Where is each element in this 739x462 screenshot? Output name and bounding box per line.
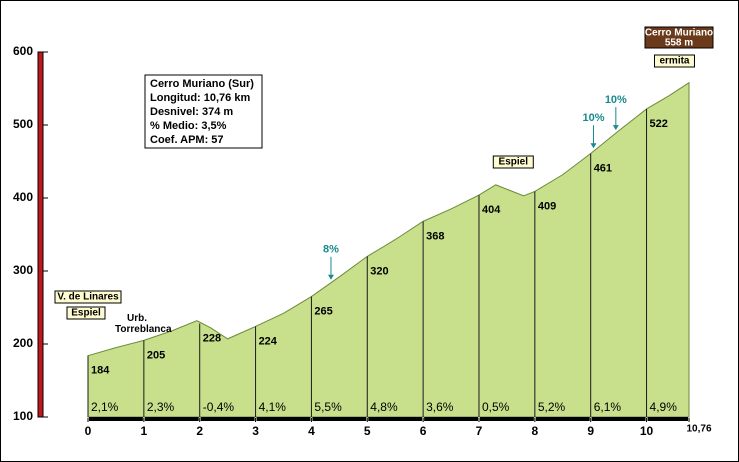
gradient-label: 5,2% [538, 400, 566, 414]
place-label: Espiel [71, 308, 101, 319]
x-tick-label: 10 [640, 424, 654, 438]
gradient-label: 2,1% [91, 400, 119, 414]
y-tick-label: 400 [13, 190, 33, 204]
km-bar [591, 417, 646, 421]
km-bar [200, 417, 255, 421]
x-tick-label: 9 [587, 424, 594, 438]
elevation-label: 228 [203, 332, 221, 344]
summit-box [644, 26, 714, 49]
info-line: % Medio: 3,5% [150, 120, 227, 132]
elevation-label: 522 [650, 118, 668, 130]
info-box [144, 74, 263, 149]
km-bar [479, 417, 534, 421]
gradient-label: 5,5% [314, 400, 342, 414]
x-tick-label: 4 [308, 424, 315, 438]
x-tick-label: 8 [531, 424, 538, 438]
elevation-label: 184 [91, 365, 110, 377]
place-box [653, 54, 695, 68]
gradient-label: 0,5% [482, 400, 510, 414]
elevation-label: 409 [538, 200, 556, 212]
km-bar [424, 417, 478, 421]
gradient-label: 2,3% [147, 400, 175, 414]
x-tick-label: 3 [252, 424, 259, 438]
gradient-label: 6,1% [594, 400, 622, 414]
km-bar [256, 417, 311, 421]
place-label: ermita [659, 56, 689, 67]
gradient-label: 4,8% [370, 400, 398, 414]
elevation-label: 461 [594, 162, 612, 174]
y-tick-label: 100 [13, 409, 33, 423]
place-box [66, 306, 106, 320]
info-line: Coef. APM: 57 [150, 134, 224, 146]
place-label: Urb. Torreblanca [115, 313, 172, 335]
elevation-label: 224 [259, 335, 278, 347]
info-line: Longitud: 10,76 km [150, 92, 250, 104]
km-bar [535, 417, 590, 421]
place-label: Espiel [499, 157, 529, 168]
elevation-label: 368 [426, 230, 444, 242]
elevation-label: 265 [314, 305, 332, 317]
x-tick-label: 0 [85, 424, 92, 438]
place-box [492, 155, 534, 169]
annotation: 8% [323, 244, 339, 256]
profile-area [87, 81, 690, 418]
annotation-arrowhead [590, 143, 597, 149]
gradient-label: -0,4% [203, 400, 235, 414]
x-tick-label: 10,76 [686, 424, 711, 435]
place-label: V. de Linares [57, 292, 119, 303]
km-bar [89, 417, 143, 421]
annotation-arrowhead [612, 125, 619, 131]
gradient-label: 3,6% [426, 400, 454, 414]
km-bar [368, 417, 423, 421]
x-tick-label: 5 [364, 424, 371, 438]
y-tick-label: 500 [13, 117, 33, 131]
km-bar [312, 417, 367, 421]
x-tick-label: 2 [196, 424, 203, 438]
gradient-label: 4,9% [650, 400, 678, 414]
annotation: 10% [605, 94, 627, 106]
gradient-label: 4,1% [259, 400, 287, 414]
summit-name: Cerro Muriano [645, 28, 713, 39]
annotation: 10% [582, 112, 604, 124]
info-line: Cerro Muriano (Sur) [150, 78, 254, 90]
y-axis-bar [37, 51, 44, 418]
info-line: Desnivel: 374 m [150, 106, 233, 118]
x-tick-label: 7 [476, 424, 483, 438]
summit-label: 558 m [665, 38, 693, 49]
elevation-label: 205 [147, 349, 165, 361]
y-tick-label: 200 [13, 336, 33, 350]
x-tick-label: 1 [141, 424, 148, 438]
y-tick-label: 300 [13, 263, 33, 277]
elevation-label: 320 [370, 265, 388, 277]
x-tick-label: 6 [420, 424, 427, 438]
y-tick-label: 600 [13, 44, 33, 58]
place-box [54, 290, 122, 304]
km-bar [647, 417, 688, 421]
km-bar [144, 417, 199, 421]
annotation-arrowhead [327, 274, 334, 280]
elevation-label: 404 [482, 204, 501, 216]
